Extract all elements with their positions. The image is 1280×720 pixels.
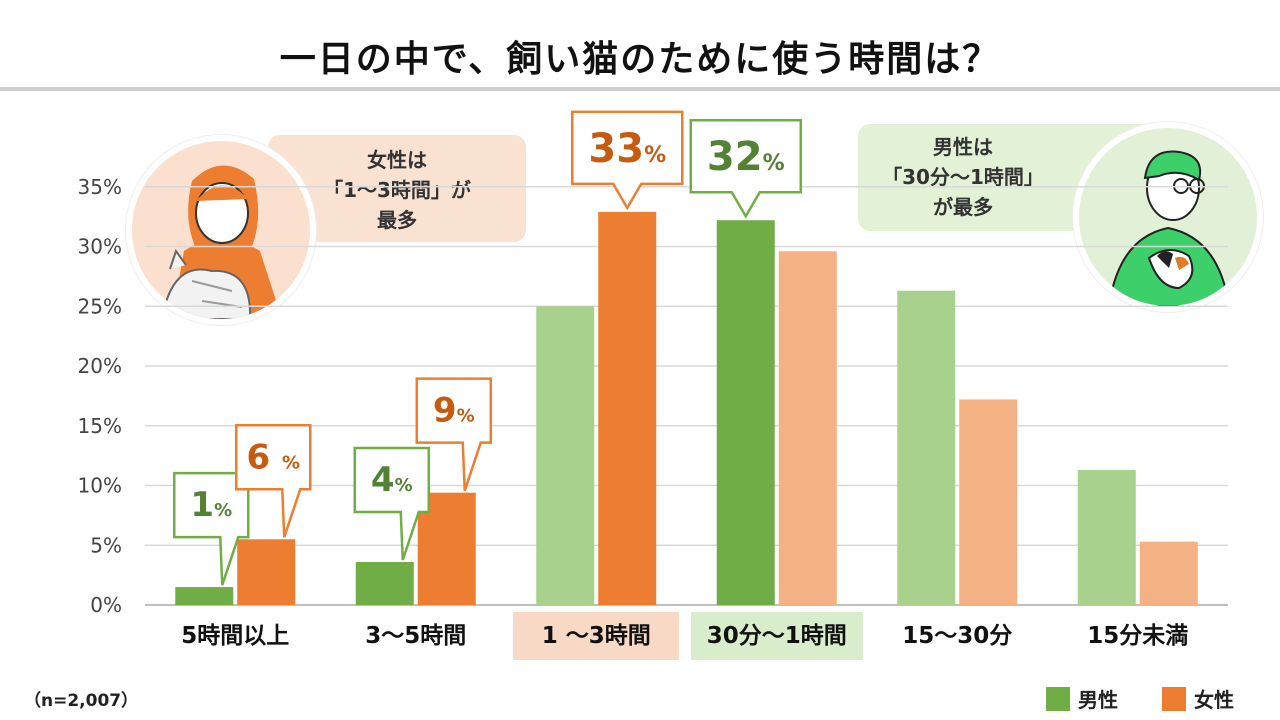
- data-label-box: [353, 446, 430, 561]
- x-category-label: 15～30分: [902, 623, 1013, 649]
- female-bar: [959, 399, 1018, 605]
- legend-male-swatch: [1046, 686, 1070, 711]
- title-divider: [0, 87, 1280, 91]
- legend-male-label: 男性: [1078, 688, 1118, 712]
- data-label: 32%: [707, 134, 785, 180]
- y-tick-label: 5%: [90, 533, 122, 557]
- male-callout-line3: が最多: [933, 195, 993, 219]
- male-bar: [355, 561, 414, 605]
- male-callout-line1: 男性は: [933, 135, 993, 159]
- data-label: 9%: [433, 391, 475, 431]
- data-label: 33%: [588, 126, 666, 172]
- male-bar: [897, 290, 956, 605]
- sample-size-note: （n=2,007）: [24, 691, 139, 711]
- female-callout-line2: 「1～3時間」が: [323, 178, 471, 202]
- legend-male: 男性: [1046, 684, 1118, 713]
- male-bar: [1077, 469, 1136, 605]
- legend-female-swatch: [1162, 686, 1186, 711]
- male-callout-line2: 「30分～1時間」: [882, 165, 1044, 189]
- bars: [175, 211, 1198, 605]
- x-category-label: 5時間以上: [181, 623, 290, 649]
- data-label-box: [571, 110, 684, 211]
- y-tick-label: 10%: [78, 474, 122, 498]
- female-bar: [598, 211, 657, 605]
- legend-female-label: 女性: [1194, 688, 1234, 712]
- y-tick-label: 15%: [78, 414, 122, 438]
- x-category-label: 3～5時間: [365, 623, 467, 649]
- female-callout-line3: 最多: [377, 208, 417, 232]
- y-axis: 0% 5% 10% 15% 20% 25% 30% 35%: [78, 175, 122, 617]
- female-bar: [1139, 541, 1198, 605]
- female-callout-line1: 女性は: [367, 148, 427, 172]
- x-category-label: 15分未満: [1087, 623, 1189, 649]
- data-label-box: [415, 377, 492, 492]
- y-tick-label: 25%: [78, 294, 122, 318]
- data-label: 4%: [371, 460, 413, 500]
- gridlines: [145, 186, 1228, 606]
- data-label-box: [235, 424, 312, 538]
- y-tick-label: 30%: [78, 235, 122, 259]
- y-tick-label: 0%: [90, 593, 122, 617]
- female-bar: [778, 251, 837, 605]
- male-bar: [175, 587, 234, 605]
- data-labels: 1% 6 % 4% 9% 33% 32%: [173, 110, 802, 586]
- male-bar: [536, 306, 595, 605]
- data-label-box: [689, 118, 802, 219]
- x-category-label: 30分～1時間: [690, 612, 863, 660]
- x-category-label: 1 ～3時間: [513, 612, 680, 660]
- data-label: 1%: [190, 485, 232, 525]
- chart-title: 一日の中で、飼い猫のために使う時間は？: [279, 39, 1001, 80]
- y-tick-label: 20%: [78, 354, 122, 378]
- y-tick-label: 35%: [78, 175, 122, 199]
- data-label: 6 %: [246, 437, 300, 477]
- female-bar: [237, 539, 296, 605]
- man-with-cat-illustration: [1073, 122, 1263, 312]
- male-bar: [716, 220, 775, 605]
- legend-female: 女性: [1162, 684, 1234, 713]
